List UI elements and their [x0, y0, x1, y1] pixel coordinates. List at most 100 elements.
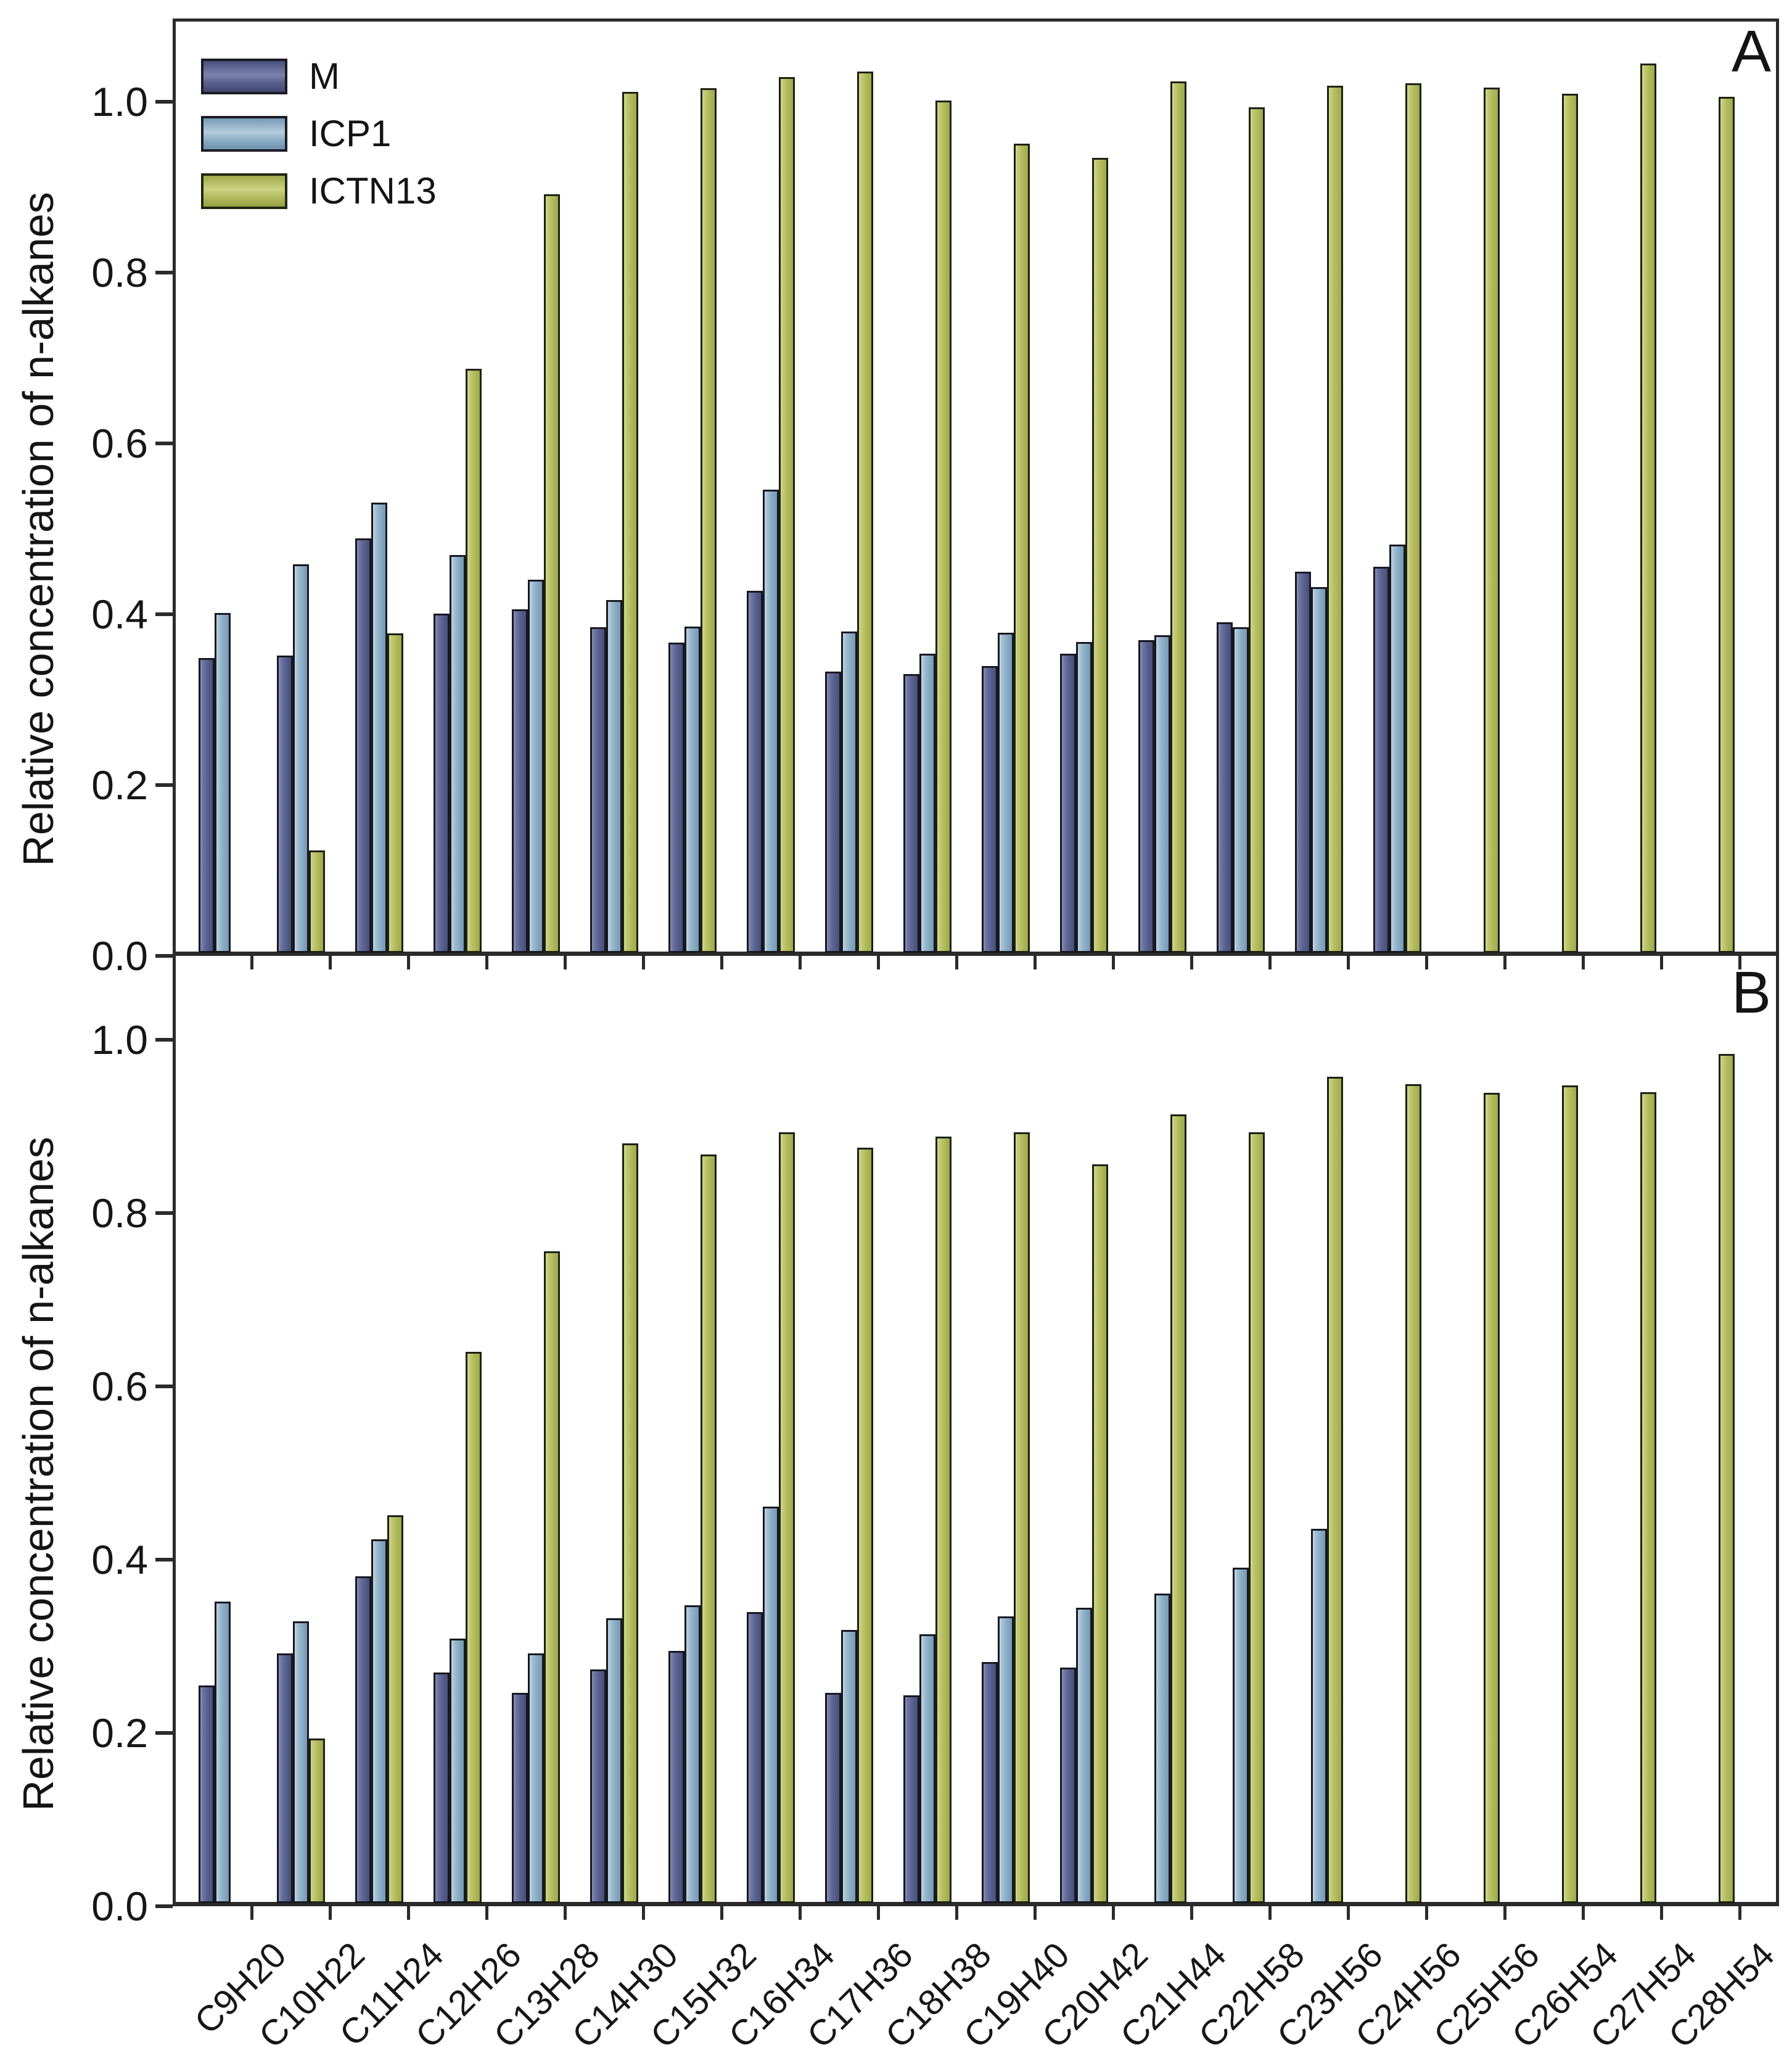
- x-axis-tick-a-C14H30: [642, 953, 645, 969]
- bar-ictn13-c18h38-panel-a: [935, 101, 951, 953]
- x-axis-tick-a-C9H20: [250, 953, 253, 969]
- bar-icp1-c11h24-panel-b: [371, 1539, 387, 1903]
- bar-icp1-c12h26-panel-a: [450, 555, 466, 953]
- bar-m-c18h38-panel-a: [903, 674, 919, 953]
- bar-m-c12h26-panel-a: [434, 614, 450, 953]
- bar-ictn13-c13h28-panel-a: [544, 194, 560, 953]
- x-axis-tick-b-C27H54: [1660, 1904, 1663, 1920]
- bar-ictn13-c27h54-panel-b: [1640, 1092, 1656, 1903]
- bar-m-c9h20-panel-a: [199, 658, 215, 953]
- x-axis-tick-a-C18H38: [955, 953, 958, 969]
- bar-ictn13-c20h42-panel-a: [1092, 158, 1108, 953]
- panel-b-y-axis-title: Relative concentration of n-alkanes: [14, 1137, 62, 1811]
- bar-icp1-c18h38-panel-a: [919, 654, 935, 953]
- legend-label-m: M: [309, 56, 340, 97]
- bar-m-c10h22-panel-a: [277, 656, 293, 953]
- y-axis-tick-label-a-0.4: 0.4: [91, 591, 148, 637]
- x-axis-tick-a-C10H22: [329, 953, 332, 969]
- y-axis-tick-b-0.4: [155, 1558, 173, 1562]
- bar-ictn13-c18h38-panel-b: [935, 1137, 951, 1903]
- x-axis-tick-b-C21H44: [1190, 1904, 1193, 1920]
- bar-ictn13-c10h22-panel-b: [309, 1738, 325, 1903]
- legend-swatch-icp1: [201, 116, 287, 152]
- bar-ictn13-c15h32-panel-a: [701, 88, 717, 953]
- bar-ictn13-c20h42-panel-b: [1092, 1164, 1108, 1903]
- bar-ictn13-c23h56-panel-b: [1327, 1077, 1343, 1903]
- y-axis-tick-b-0.6: [155, 1385, 173, 1388]
- bar-icp1-c21h44-panel-b: [1154, 1594, 1170, 1903]
- x-axis-tick-a-C13H28: [564, 953, 567, 969]
- bar-icp1-c23h56-panel-a: [1311, 587, 1327, 953]
- bar-m-c17h36-panel-b: [825, 1693, 841, 1903]
- panel-b-plot-frame: [173, 956, 1779, 1906]
- bar-icp1-c21h44-panel-a: [1154, 635, 1170, 953]
- x-axis-tick-a-C28H54: [1738, 953, 1741, 969]
- legend-swatch-m: [201, 59, 287, 94]
- x-axis-tick-b-C14H30: [642, 1904, 645, 1920]
- y-axis-tick-label-b-0.2: 0.2: [91, 1710, 148, 1756]
- y-axis-tick-label-a-0.6: 0.6: [91, 421, 148, 466]
- bar-ictn13-c24h56-panel-a: [1405, 83, 1421, 953]
- bar-icp1-c19h40-panel-b: [998, 1616, 1014, 1903]
- panel-a-plot-frame: [173, 19, 1779, 956]
- y-axis-tick-label-b-1.0: 1.0: [91, 1017, 148, 1063]
- bar-m-c24h56-panel-a: [1373, 567, 1389, 953]
- bar-ictn13-c17h36-panel-a: [857, 72, 873, 953]
- bar-icp1-c20h42-panel-b: [1076, 1608, 1092, 1903]
- bar-ictn13-c28h54-panel-b: [1719, 1054, 1735, 1903]
- bar-icp1-c13h28-panel-b: [528, 1653, 544, 1903]
- bar-icp1-c16h34-panel-a: [763, 490, 779, 953]
- bar-icp1-c15h32-panel-b: [684, 1605, 701, 1903]
- bar-icp1-c23h56-panel-b: [1311, 1529, 1327, 1903]
- bar-icp1-c20h42-panel-a: [1076, 642, 1092, 953]
- x-axis-tick-a-C16H34: [799, 953, 802, 969]
- bar-ictn13-c17h36-panel-b: [857, 1148, 873, 1903]
- x-axis-tick-a-C20H42: [1112, 953, 1115, 969]
- bar-m-c9h20-panel-b: [199, 1685, 215, 1903]
- bar-m-c17h36-panel-a: [825, 672, 841, 953]
- bar-icp1-c13h28-panel-a: [528, 580, 544, 953]
- bar-ictn13-c15h32-panel-b: [701, 1154, 717, 1903]
- x-axis-tick-b-C15H32: [720, 1904, 723, 1920]
- bar-ictn13-c19h40-panel-b: [1014, 1132, 1030, 1903]
- bar-icp1-c14h30-panel-a: [606, 600, 622, 953]
- bar-m-c20h42-panel-b: [1060, 1668, 1076, 1903]
- x-axis-tick-a-C25H56: [1503, 953, 1506, 969]
- x-axis-tick-a-C15H32: [720, 953, 723, 969]
- bar-ictn13-c25h56-panel-b: [1484, 1093, 1500, 1903]
- panel-b-letter: B: [1731, 960, 1771, 1026]
- x-axis-tick-a-C22H58: [1268, 953, 1272, 969]
- bar-ictn13-c28h54-panel-a: [1719, 97, 1735, 953]
- x-axis-tick-a-C17H36: [877, 953, 880, 969]
- y-axis-tick-label-b-0.0: 0.0: [91, 1883, 148, 1929]
- bar-m-c19h40-panel-a: [982, 666, 998, 953]
- x-axis-tick-b-C11H24: [407, 1904, 410, 1920]
- x-axis-tick-b-C12H26: [485, 1904, 488, 1920]
- bar-m-c13h28-panel-a: [512, 609, 528, 953]
- x-axis-tick-b-C19H40: [1034, 1904, 1037, 1920]
- y-axis-tick-a-0.0: [155, 954, 173, 958]
- bar-ictn13-c11h24-panel-a: [387, 633, 403, 953]
- panel-a-letter: A: [1731, 19, 1771, 84]
- x-axis-tick-b-C16H34: [799, 1904, 802, 1920]
- y-axis-tick-label-a-0.0: 0.0: [91, 933, 148, 979]
- x-axis-tick-b-C28H54: [1738, 1904, 1741, 1920]
- bar-ictn13-c25h56-panel-a: [1484, 88, 1500, 953]
- bar-icp1-c22h58-panel-a: [1233, 627, 1249, 953]
- bar-icp1-c16h34-panel-b: [763, 1507, 779, 1903]
- y-axis-tick-label-b-0.4: 0.4: [91, 1537, 148, 1582]
- x-axis-tick-a-C23H56: [1347, 953, 1350, 969]
- x-axis-tick-b-C18H38: [955, 1904, 958, 1920]
- bar-icp1-c10h22-panel-b: [293, 1621, 309, 1903]
- y-axis-tick-a-1.0: [155, 100, 173, 104]
- bar-icp1-c9h20-panel-b: [215, 1602, 231, 1903]
- bar-ictn13-c24h56-panel-b: [1405, 1084, 1421, 1903]
- legend-label-icp1: ICP1: [309, 113, 392, 154]
- x-axis-tick-b-C17H36: [877, 1904, 880, 1920]
- bar-icp1-c10h22-panel-a: [293, 564, 309, 953]
- bar-m-c15h32-panel-a: [668, 643, 684, 953]
- x-axis-tick-b-C26H54: [1582, 1904, 1585, 1920]
- bar-m-c11h24-panel-b: [355, 1576, 371, 1903]
- bar-ictn13-c16h34-panel-a: [779, 77, 795, 953]
